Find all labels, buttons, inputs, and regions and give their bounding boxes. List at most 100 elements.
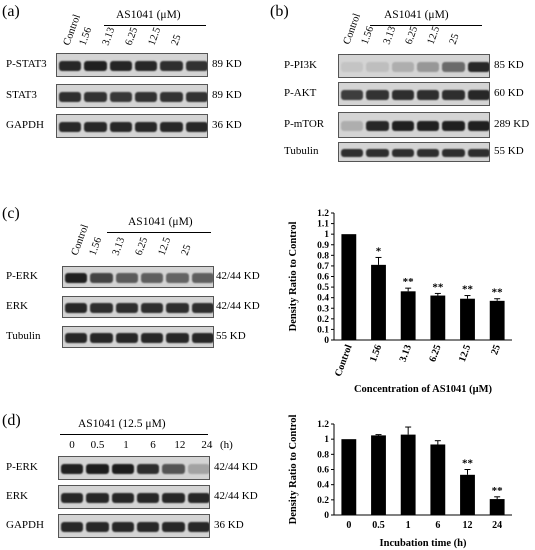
y-tick-label: 0.6 <box>317 273 329 283</box>
blot-band <box>160 121 183 133</box>
y-tick-label: 0.4 <box>317 481 329 491</box>
blot-band <box>442 89 465 101</box>
blot-band <box>84 60 107 72</box>
blot-band <box>135 91 158 103</box>
blot-band <box>391 89 414 101</box>
blot-row-kd: 85 KD <box>494 59 524 71</box>
bar <box>460 474 475 515</box>
blot-band <box>160 91 183 103</box>
blot-band <box>166 303 189 313</box>
blot-row-kd: 89 KD <box>212 89 242 101</box>
blot-band <box>391 148 414 158</box>
blot-band <box>166 273 189 283</box>
blot-band <box>86 521 109 533</box>
x-tick-label: 1 <box>406 520 411 531</box>
y-tick-label: 0 <box>324 511 329 521</box>
lane-label: 6 <box>150 439 156 451</box>
blot-band <box>366 148 389 158</box>
blot-band <box>65 273 88 283</box>
blot-band <box>341 89 364 101</box>
blot-band <box>467 120 489 132</box>
blot-band <box>391 120 414 132</box>
significance-mark: * <box>376 245 382 257</box>
blot-band <box>442 148 465 158</box>
blot-band <box>162 521 185 533</box>
bar <box>460 298 475 340</box>
lane-label: 12 <box>174 439 186 451</box>
blot-band <box>341 120 364 132</box>
y-tick-label: 0.9 <box>317 241 329 251</box>
blot-image <box>58 485 210 509</box>
blot-row-kd: 42/44 KD <box>214 461 258 473</box>
blot-band <box>115 333 138 343</box>
bar <box>371 435 386 515</box>
blot-band <box>59 121 82 133</box>
blot-image <box>56 114 208 138</box>
blot-band <box>185 121 207 133</box>
significance-mark: ** <box>462 284 474 296</box>
blot-band <box>442 61 465 73</box>
blot-band <box>65 333 88 343</box>
panel-a-treatment-line <box>104 25 206 26</box>
blot-band <box>187 463 209 475</box>
blot-band <box>90 303 113 313</box>
blot-band <box>442 120 465 132</box>
x-tick-label: 0 <box>346 520 351 531</box>
blot-row-label: P-PI3K <box>284 59 318 71</box>
blot-band <box>137 492 160 504</box>
y-tick-label: 1 <box>324 230 329 240</box>
x-tick-label: 12 <box>463 520 473 531</box>
y-tick-label: 0.2 <box>317 315 329 325</box>
blot-band <box>417 120 440 132</box>
blot-band <box>59 91 82 103</box>
significance-mark: ** <box>462 458 474 470</box>
blot-band <box>90 273 113 283</box>
y-tick-label: 0.8 <box>317 251 329 261</box>
y-tick-label: 1.2 <box>317 420 329 430</box>
blot-row-kd: 36 KD <box>212 119 242 131</box>
blot-band <box>160 60 183 72</box>
blot-row-label: P-STAT3 <box>6 58 47 70</box>
blot-image <box>338 54 490 78</box>
blot-row-label: P-ERK <box>6 461 38 473</box>
y-tick-label: 0.8 <box>317 450 329 460</box>
blot-image <box>56 53 208 77</box>
blot-row-kd: 55 KD <box>216 330 246 342</box>
x-tick-label: 24 <box>492 520 502 531</box>
bar <box>341 234 357 340</box>
blot-band <box>366 120 389 132</box>
blot-image <box>62 296 214 318</box>
panel-d-unit: (h) <box>220 439 233 451</box>
blot-row-label: P-mTOR <box>284 118 325 130</box>
blot-band <box>162 492 185 504</box>
blot-band <box>111 463 134 475</box>
blot-band <box>84 121 107 133</box>
blot-row-label: P-AKT <box>284 87 317 99</box>
x-tick-label: 6 <box>435 520 440 531</box>
blot-band <box>109 60 132 72</box>
blot-band <box>65 303 88 313</box>
blot-band <box>115 303 138 313</box>
blot-band <box>467 89 489 101</box>
y-tick-label: 1 <box>324 435 329 445</box>
blot-band <box>341 61 364 73</box>
blot-band <box>191 273 213 283</box>
x-axis-label: Incubation time (h) <box>380 538 467 549</box>
blot-band <box>187 521 209 533</box>
panel-d-label: (d) <box>2 412 21 429</box>
blot-row-kd: 289 KD <box>494 118 530 130</box>
blot-image <box>338 82 490 106</box>
blot-band <box>141 273 164 283</box>
x-axis-label: Concentration of AS1041 (μM) <box>354 384 493 395</box>
y-axis-label: Density Ratio to Control <box>288 222 299 332</box>
blot-image <box>338 142 490 162</box>
blot-band <box>90 333 113 343</box>
blot-band <box>109 121 132 133</box>
blot-band <box>467 61 489 73</box>
panel-a-treatment: AS1041 (μM) <box>116 9 181 21</box>
x-tick-label: 0.5 <box>372 520 385 531</box>
blot-row-label: GAPDH <box>6 119 44 131</box>
blot-band <box>166 333 189 343</box>
